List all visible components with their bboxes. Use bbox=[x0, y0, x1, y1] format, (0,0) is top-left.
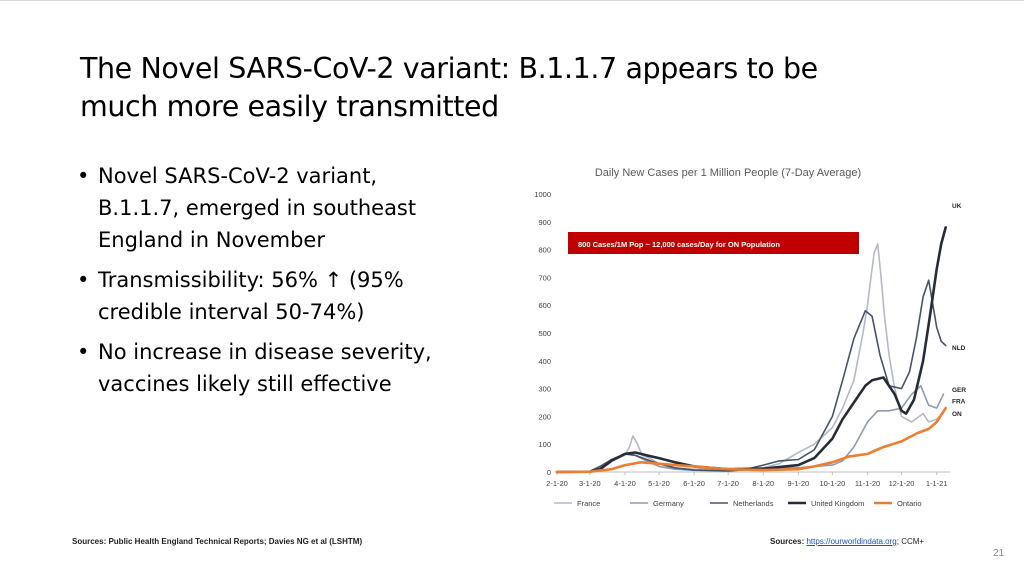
y-tick-label: 100 bbox=[538, 440, 551, 449]
x-tick-label: 4-1-20 bbox=[614, 479, 636, 488]
legend-label: Ontario bbox=[897, 499, 922, 508]
bullet-item: • Novel SARS-CoV-2 variant, B.1.1.7, eme… bbox=[74, 160, 494, 256]
footer-source-link[interactable]: https://ourworldindata.org bbox=[806, 537, 897, 546]
page-number: 21 bbox=[993, 548, 1005, 559]
series-end-label: UK bbox=[952, 203, 962, 210]
series-line-netherlands bbox=[556, 279, 947, 473]
bullet-line: No increase in disease severity, bbox=[98, 340, 432, 364]
y-tick-label: 300 bbox=[538, 385, 551, 394]
y-tick-label: 0 bbox=[547, 468, 551, 477]
bullet-line: England in November bbox=[98, 228, 325, 252]
bullet-dot-icon: • bbox=[77, 340, 90, 364]
slide-title: The Novel SARS-CoV-2 variant: B.1.1.7 ap… bbox=[80, 50, 940, 126]
y-tick-label: 900 bbox=[538, 218, 551, 227]
y-tick-label: 1000 bbox=[534, 190, 551, 199]
x-tick-label: 3-1-20 bbox=[579, 479, 601, 488]
legend-label: Germany bbox=[653, 499, 684, 508]
bullet-dot-icon: • bbox=[77, 164, 90, 188]
annotation-text: 800 Cases/1M Pop ~ 12,000 cases/Day for … bbox=[578, 240, 780, 249]
legend-label: France bbox=[577, 499, 600, 508]
series-line-united-kingdom bbox=[555, 226, 948, 474]
series-end-label: ON bbox=[952, 411, 962, 418]
slide-title-line: The Novel SARS-CoV-2 variant: B.1.1.7 ap… bbox=[80, 52, 818, 85]
x-tick-label: 2-1-20 bbox=[546, 479, 568, 488]
annotation-banner bbox=[568, 232, 859, 254]
bullet-line: Novel SARS-CoV-2 variant, bbox=[98, 164, 378, 188]
legend-label: United Kingdom bbox=[811, 499, 864, 508]
series-end-label: GER bbox=[952, 387, 966, 394]
x-tick-label: 9-1-20 bbox=[788, 479, 810, 488]
series-line-france bbox=[556, 243, 945, 473]
x-tick-label: 6-1-20 bbox=[683, 479, 705, 488]
series-line-ontario bbox=[555, 406, 948, 474]
x-tick-label: 8-1-20 bbox=[752, 479, 774, 488]
y-tick-label: 600 bbox=[538, 301, 551, 310]
bullet-line: vaccines likely still effective bbox=[98, 372, 392, 396]
series-end-label: FRA bbox=[952, 398, 966, 405]
y-tick-label: 800 bbox=[538, 246, 551, 255]
y-tick-label: 700 bbox=[538, 273, 551, 282]
bullet-line: B.1.1.7, emerged in southeast bbox=[98, 196, 417, 220]
bullet-list: • Novel SARS-CoV-2 variant, B.1.1.7, eme… bbox=[74, 160, 494, 408]
chart-title: Daily New Cases per 1 Million People (7-… bbox=[595, 167, 861, 179]
x-tick-label: 12-1-20 bbox=[889, 479, 915, 488]
y-tick-label: 200 bbox=[538, 412, 551, 421]
bullet-line: Transmissibility: 56% ↑ (95% bbox=[98, 268, 404, 292]
footer-sources-left: Sources: Public Health England Technical… bbox=[72, 537, 363, 546]
top-rule bbox=[0, 0, 1024, 1]
cases-line-chart: Daily New Cases per 1 Million People (7-… bbox=[534, 167, 966, 508]
series-end-label: NLD bbox=[952, 345, 966, 352]
x-tick-label: 7-1-20 bbox=[717, 479, 739, 488]
footer-sources-label: Sources: bbox=[770, 537, 805, 546]
y-tick-label: 500 bbox=[538, 329, 551, 338]
bullet-dot-icon: • bbox=[77, 268, 90, 292]
bullet-line: credible interval 50-74%) bbox=[98, 300, 365, 324]
x-tick-label: 1-1-21 bbox=[926, 479, 948, 488]
y-tick-label: 400 bbox=[538, 357, 551, 366]
footer-sources-right: Sources: https://ourworldindata.org; CCM… bbox=[770, 537, 924, 546]
footer-sources-suffix: ; CCM+ bbox=[896, 537, 925, 546]
bullet-item: • Transmissibility: 56% ↑ (95% credible … bbox=[74, 264, 494, 328]
bullet-item: • No increase in disease severity, vacci… bbox=[74, 336, 494, 400]
x-tick-label: 10-1-20 bbox=[819, 479, 845, 488]
slide-title-line: much more easily transmitted bbox=[80, 90, 499, 123]
legend-label: Netherlands bbox=[733, 499, 774, 508]
x-tick-label: 11-1-20 bbox=[855, 479, 880, 488]
x-tick-label: 5-1-20 bbox=[648, 479, 670, 488]
